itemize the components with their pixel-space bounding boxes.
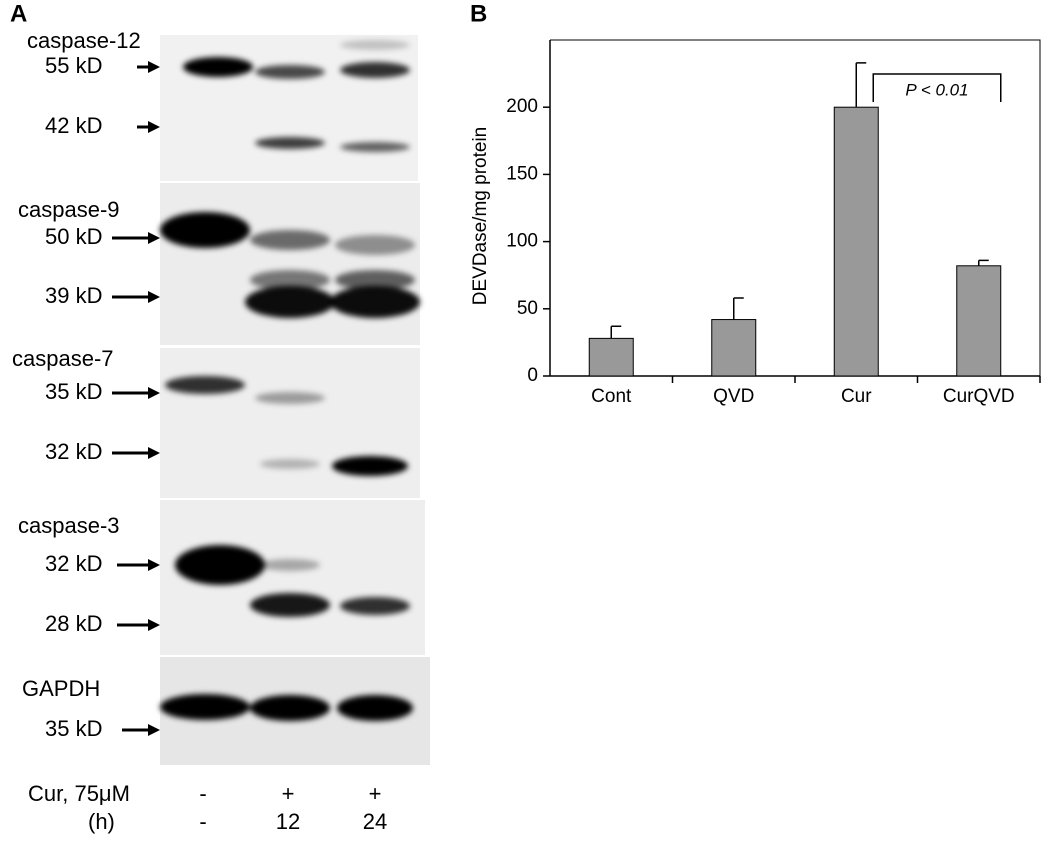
annotation: P < 0.01 — [905, 80, 968, 99]
band-label: 50 kD — [45, 224, 102, 249]
blot-name: GAPDH — [22, 676, 100, 701]
treatment-label: Cur, 75μM — [28, 781, 130, 806]
blot-name: caspase-12 — [27, 28, 141, 53]
lane-label: 12 — [276, 809, 300, 834]
band-label: 28 kD — [45, 611, 102, 636]
treatment-label: (h) — [88, 809, 115, 834]
y-tick-label: 100 — [506, 231, 538, 252]
y-tick-label: 50 — [517, 298, 538, 319]
panel-label: B — [470, 0, 487, 27]
x-tick-label: Cur — [841, 386, 872, 407]
bar — [833, 106, 879, 377]
x-tick-label: CurQVD — [943, 386, 1015, 407]
y-tick-label: 200 — [506, 96, 538, 117]
error-bar — [610, 325, 622, 339]
blot-name: caspase-7 — [12, 346, 114, 371]
y-tick-label: 150 — [506, 163, 538, 184]
x-tick-label: Cont — [591, 386, 632, 407]
significance-bracket — [872, 73, 1002, 102]
blot — [160, 183, 420, 345]
x-tick-label: QVD — [713, 386, 754, 407]
band-label: 42 kD — [45, 113, 102, 138]
band-label: 55 kD — [45, 53, 102, 78]
panel-label: A — [10, 0, 27, 27]
band-label: 32 kD — [45, 439, 102, 464]
plot-frame — [550, 39, 1041, 376]
error-bar — [855, 62, 867, 108]
arrows — [112, 61, 160, 736]
bar — [711, 319, 757, 377]
band-label: 35 kD — [45, 379, 102, 404]
lane-label: + — [282, 781, 295, 806]
lane-label: - — [199, 809, 206, 834]
error-bar — [733, 297, 744, 320]
lane-label: + — [369, 781, 382, 806]
blot-name: caspase-3 — [18, 513, 120, 538]
lane-label: 24 — [363, 809, 387, 834]
blot — [160, 35, 418, 181]
bar — [956, 265, 1002, 377]
panel-b: B DEVDase/mg protein 0 50 100 150 200 Cont QVD… — [470, 0, 1041, 407]
y-tick-label: 0 — [527, 365, 538, 386]
bar — [588, 337, 634, 377]
y-axis-label: DEVDase/mg protein — [470, 127, 491, 305]
band-label: 39 kD — [45, 283, 102, 308]
band-label: 35 kD — [45, 716, 102, 741]
error-bar — [978, 259, 989, 266]
panel-a: A caspase-12 55 kD 42 kD caspase-9 50 kD… — [10, 0, 430, 834]
lane-label: - — [199, 781, 206, 806]
band-label: 32 kD — [45, 551, 102, 576]
blot-name: caspase-9 — [18, 197, 120, 222]
bands — [160, 40, 420, 721]
